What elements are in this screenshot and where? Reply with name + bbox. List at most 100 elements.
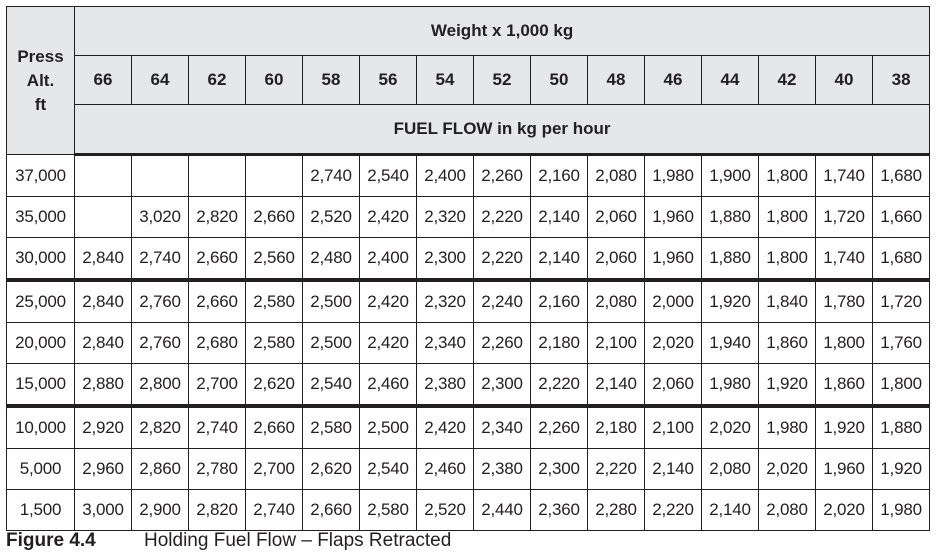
fuel-flow-cell: 2,500: [359, 404, 417, 449]
fuel-flow-cell: 1,860: [758, 322, 816, 364]
fuel-flow-cell: 2,440: [473, 489, 531, 531]
fuel-flow-cell: 2,420: [416, 404, 474, 449]
fuel-flow-cell: 2,340: [416, 322, 474, 364]
altitude-cell: 15,000: [6, 363, 75, 407]
fuel-flow-cell: 1,900: [701, 154, 759, 197]
fuel-flow-cell: 1,860: [815, 363, 873, 407]
altitude-cell: 5,000: [6, 448, 75, 490]
fuel-flow-cell: 3,000: [74, 489, 132, 531]
fuel-flow-cell: 2,300: [416, 237, 474, 281]
fuel-flow-cell: 2,620: [302, 448, 360, 490]
fuel-flow-cell: 1,980: [758, 404, 816, 449]
weight-column-header: 42: [758, 55, 816, 105]
fuel-flow-cell: 1,740: [815, 154, 873, 197]
fuel-flow-cell: 2,000: [644, 278, 702, 323]
fuel-flow-cell: 2,080: [701, 448, 759, 490]
altitude-cell: 37,000: [6, 154, 75, 197]
altitude-cell: 35,000: [6, 196, 75, 238]
weight-column-header: 60: [245, 55, 303, 105]
press-alt-header-line-2: Alt.: [26, 70, 55, 90]
fuel-flow-cell: 2,140: [530, 237, 588, 281]
fuel-flow-cell: 2,580: [245, 322, 303, 364]
fuel-flow-cell: 2,840: [74, 322, 132, 364]
fuel-flow-cell: 2,080: [758, 489, 816, 531]
fuel-flow-cell: 1,920: [871, 448, 931, 490]
fuel-flow-cell: 1,720: [815, 196, 873, 238]
figure-number: Figure 4.4: [6, 530, 96, 551]
fuel-flow-cell: 3,020: [131, 196, 189, 238]
fuel-flow-cell: 2,220: [530, 363, 588, 407]
fuel-flow-cell: 2,460: [416, 448, 474, 490]
fuel-flow-cell: 2,520: [302, 196, 360, 238]
fuel-flow-cell: 1,920: [701, 278, 759, 323]
fuel-flow-cell: 1,960: [815, 448, 873, 490]
fuel-flow-cell: 2,060: [644, 363, 702, 407]
fuel-flow-cell: 2,080: [587, 154, 645, 197]
fuel-flow-cell: 1,960: [644, 196, 702, 238]
fuel-flow-cell: 1,840: [758, 278, 816, 323]
table-row: 30,000 2,840 2,740 2,660 2,560 2,480 2,400 2,30…: [6, 237, 931, 281]
holding-fuel-flow-table-wrapper: Press Alt. ft Weight x 1,000 kg 66 64 62 60…: [6, 6, 931, 531]
fuel-flow-cell: 2,240: [473, 278, 531, 323]
fuel-flow-cell: 2,480: [302, 237, 360, 281]
fuel-flow-cell: 2,260: [473, 154, 531, 197]
fuel-flow-cell: 1,760: [871, 322, 931, 364]
header-row-fuel-flow: FUEL FLOW in kg per hour: [7, 104, 931, 156]
fuel-flow-cell: 2,560: [245, 237, 303, 281]
fuel-flow-cell: 2,740: [188, 404, 246, 449]
altitude-cell: 10,000: [6, 404, 75, 449]
altitude-cell: 30,000: [6, 237, 75, 281]
fuel-flow-cell: [245, 154, 303, 197]
fuel-flow-cell: 2,160: [530, 154, 588, 197]
fuel-flow-cell: 2,260: [530, 404, 588, 449]
fuel-flow-cell: 2,400: [416, 154, 474, 197]
fuel-flow-cell: 2,300: [530, 448, 588, 490]
fuel-flow-cell: 2,180: [587, 404, 645, 449]
fuel-flow-cell: 1,800: [871, 363, 931, 407]
fuel-flow-cell: 1,680: [871, 154, 931, 197]
fuel-flow-cell: 2,700: [188, 363, 246, 407]
fuel-flow-cell: 2,700: [245, 448, 303, 490]
weight-column-header: 54: [416, 55, 474, 105]
fuel-flow-cell: 1,940: [701, 322, 759, 364]
fuel-flow-cell: 2,020: [758, 448, 816, 490]
fuel-flow-cell: 2,920: [74, 404, 132, 449]
fuel-flow-cell: 2,140: [587, 363, 645, 407]
weight-column-header: 50: [530, 55, 588, 105]
fuel-flow-cell: 2,340: [473, 404, 531, 449]
fuel-flow-cell: 2,580: [245, 278, 303, 323]
fuel-flow-cell: 1,800: [758, 196, 816, 238]
fuel-flow-cell: 1,980: [644, 154, 702, 197]
fuel-flow-cell: 2,580: [302, 404, 360, 449]
table-row: 37,000 2,740 2,540 2,400 2,260 2,160 2,080 1,98…: [6, 154, 931, 197]
weight-column-header: 62: [188, 55, 246, 105]
fuel-flow-cell: 2,840: [74, 278, 132, 323]
fuel-flow-cell: 2,420: [359, 278, 417, 323]
fuel-flow-cell: 2,380: [416, 363, 474, 407]
altitude-cell: 25,000: [6, 278, 75, 323]
fuel-flow-cell: 2,740: [245, 489, 303, 531]
fuel-flow-cell: 1,960: [644, 237, 702, 281]
weight-column-header: 46: [644, 55, 702, 105]
press-alt-header-line-1: Press: [17, 46, 64, 66]
weight-column-header: 38: [871, 55, 931, 105]
fuel-flow-cell: 2,100: [587, 322, 645, 364]
fuel-flow-cell: 2,100: [644, 404, 702, 449]
fuel-flow-cell: 2,140: [644, 448, 702, 490]
fuel-flow-cell: 1,660: [871, 196, 931, 238]
fuel-flow-cell: 2,880: [74, 363, 132, 407]
fuel-flow-cell: 2,420: [359, 322, 417, 364]
fuel-flow-cell: 1,740: [815, 237, 873, 281]
table-row: 20,000 2,840 2,760 2,680 2,580 2,500 2,420 2,34…: [6, 322, 931, 364]
weight-column-header: 52: [473, 55, 531, 105]
fuel-flow-cell: 2,860: [131, 448, 189, 490]
fuel-flow-cell: 2,540: [359, 154, 417, 197]
fuel-flow-cell: 2,800: [131, 363, 189, 407]
fuel-flow-cell: 2,060: [587, 237, 645, 281]
fuel-flow-cell: 2,380: [473, 448, 531, 490]
fuel-flow-cell: 1,720: [871, 278, 931, 323]
table-row: 25,000 2,840 2,760 2,660 2,580 2,500 2,420 2,32…: [6, 278, 931, 323]
weight-column-header: 44: [701, 55, 759, 105]
fuel-flow-cell: 2,080: [587, 278, 645, 323]
fuel-flow-cell: 2,260: [473, 322, 531, 364]
